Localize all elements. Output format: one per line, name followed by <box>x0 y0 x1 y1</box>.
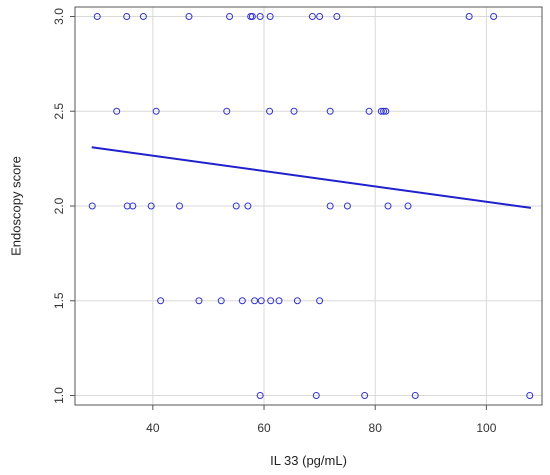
data-point <box>490 12 498 20</box>
data-point <box>465 12 473 20</box>
regression-line-layer <box>91 146 532 209</box>
y-axis-label: Endoscopy score <box>9 156 24 256</box>
data-points <box>88 12 534 400</box>
y-tick-label: 3.0 <box>52 8 66 25</box>
data-point <box>365 107 373 115</box>
data-point <box>152 107 160 115</box>
data-point <box>411 392 419 400</box>
data-point <box>326 107 334 115</box>
y-tick-label: 2.0 <box>52 197 66 214</box>
data-point <box>195 297 203 305</box>
data-point <box>123 12 131 20</box>
data-point <box>267 297 275 305</box>
data-point <box>147 202 155 210</box>
data-point <box>88 202 96 210</box>
data-point <box>223 107 231 115</box>
data-point <box>316 12 324 20</box>
data-point <box>404 202 412 210</box>
data-point <box>266 12 274 20</box>
y-tick-label: 2.5 <box>52 103 66 120</box>
data-point <box>308 12 316 20</box>
data-point <box>312 392 320 400</box>
data-point <box>238 297 246 305</box>
data-point <box>293 297 301 305</box>
data-point <box>256 392 264 400</box>
x-axis-ticks: 40 60 80 100 <box>146 405 497 435</box>
y-axis-ticks: 1.0 1.5 2.0 2.5 3.0 <box>52 8 75 404</box>
data-point <box>157 297 165 305</box>
data-point <box>526 392 534 400</box>
y-tick-label: 1.0 <box>52 387 66 404</box>
data-point <box>176 202 184 210</box>
data-point <box>361 392 369 400</box>
data-point <box>217 297 225 305</box>
data-point <box>248 12 256 20</box>
data-point <box>290 107 298 115</box>
data-point <box>244 202 252 210</box>
data-point <box>316 297 324 305</box>
data-point <box>257 297 265 305</box>
data-point <box>275 297 283 305</box>
x-tick-label: 60 <box>257 421 271 435</box>
data-point <box>382 107 390 115</box>
data-point <box>333 12 341 20</box>
data-point <box>226 12 234 20</box>
x-tick-label: 100 <box>476 421 496 435</box>
data-point <box>266 107 274 115</box>
data-point <box>232 202 240 210</box>
data-point <box>380 107 388 115</box>
data-point <box>251 297 259 305</box>
data-point <box>185 12 193 20</box>
y-tick-label: 1.5 <box>52 292 66 309</box>
grid <box>75 7 542 405</box>
data-point <box>113 107 121 115</box>
data-point <box>93 12 101 20</box>
x-tick-label: 40 <box>146 421 160 435</box>
x-axis-label: IL 33 (pg/mL) <box>270 453 347 468</box>
data-point <box>256 12 264 20</box>
data-point <box>377 107 385 115</box>
data-point <box>343 202 351 210</box>
data-point <box>129 202 137 210</box>
x-tick-label: 80 <box>369 421 383 435</box>
data-point <box>384 202 392 210</box>
data-point <box>326 202 334 210</box>
data-point <box>139 12 147 20</box>
regression-line <box>91 146 532 209</box>
